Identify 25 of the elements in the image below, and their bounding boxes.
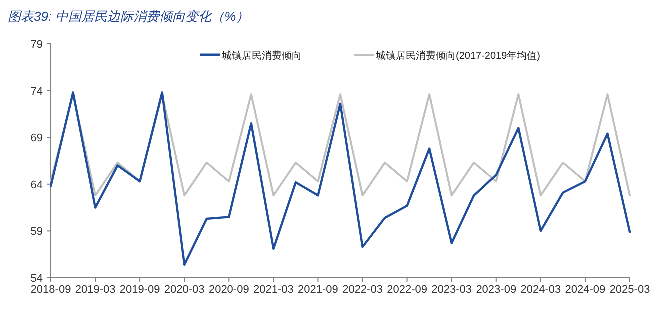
chart-title: 图表39: 中国居民边际消费倾向变化（%） xyxy=(8,9,250,24)
x-tick-label: 2024-03 xyxy=(520,284,562,296)
line-series xyxy=(50,92,632,266)
x-tick-label: 2021-03 xyxy=(254,284,294,296)
x-tick-label: 2020-09 xyxy=(208,284,250,296)
x-tick-label: 2024-09 xyxy=(565,284,606,296)
y-tick-label: 74 xyxy=(30,86,43,98)
y-tick-label: 69 xyxy=(30,132,43,145)
x-tick-label: 2023-03 xyxy=(432,284,472,296)
legend-label: 城镇居民消费倾向 xyxy=(221,50,302,62)
x-tick-label: 2025-03 xyxy=(610,284,650,296)
x-tick-label: 2020-03 xyxy=(164,284,205,296)
x-tick-label: 2022-09 xyxy=(387,284,428,296)
y-tick-label: 64 xyxy=(30,179,43,192)
x-tick-label: 2019-09 xyxy=(120,284,160,296)
y-tick-label: 79 xyxy=(30,39,43,51)
line-series xyxy=(50,94,631,197)
x-tick-label: 2023-09 xyxy=(476,284,517,296)
legend-label: 城镇居民消费倾向(2017-2019年均值) xyxy=(375,50,540,62)
x-tick-label: 2018-09 xyxy=(30,284,72,296)
x-tick-label: 2022-03 xyxy=(342,284,383,296)
y-tick-label: 59 xyxy=(30,226,43,238)
x-tick-label: 2021-09 xyxy=(298,284,338,296)
y-tick-label: 54 xyxy=(30,273,43,285)
x-tick-label: 2019-03 xyxy=(75,284,116,296)
